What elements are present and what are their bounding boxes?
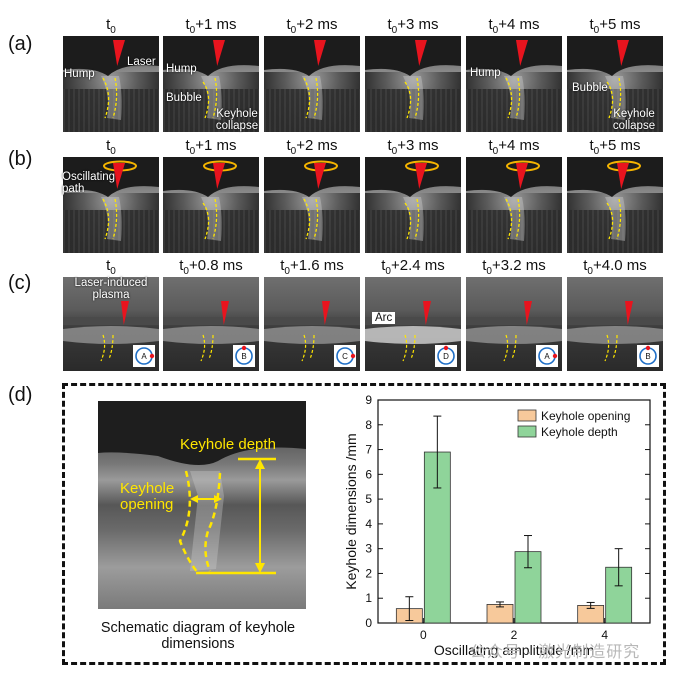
row_c-frame-3: D — [365, 277, 461, 371]
panel-label-a: (a) — [8, 33, 33, 55]
row_a-time-label-1: t0+1 ms — [185, 16, 237, 36]
svg-text:B: B — [645, 352, 650, 361]
row_c-time-label-3: t0+2.4 ms — [381, 257, 445, 277]
row_a-frame-4 — [466, 36, 562, 132]
row_b-frame-2 — [264, 157, 360, 253]
row_c-frame-4: A — [466, 277, 562, 371]
keyhole-depth-label: Keyhole depth — [180, 436, 276, 453]
laser-note: Laser — [127, 56, 156, 68]
row_b-time-label-0: t0 — [106, 137, 116, 157]
collapse-note-2: Keyhole collapse — [215, 108, 259, 132]
svg-text:A: A — [141, 352, 147, 361]
hump-note-5: Hump — [470, 67, 501, 79]
row_a-time-label-0: t0 — [106, 16, 116, 36]
svg-text:C: C — [342, 352, 348, 361]
row_a-frame-2 — [264, 36, 360, 132]
keyhole-schematic-image: Keyhole depth Keyhole opening — [98, 401, 306, 609]
row_a-frame-3 — [365, 36, 461, 132]
row_a-time-label-5: t0+5 ms — [589, 16, 641, 36]
bubble-note-2: Bubble — [166, 92, 202, 104]
row_c-frame-1: B — [163, 277, 259, 371]
arc-note: Arc — [372, 312, 396, 324]
panel-d-frame — [62, 383, 666, 665]
row_a-frame-1 — [163, 36, 259, 132]
row_b-time-label-2: t0+2 ms — [286, 137, 338, 157]
row_b-frame-0 — [63, 157, 159, 253]
watermark: 公众号 · 激光制造研究 — [470, 644, 641, 661]
row_b-frame-4 — [466, 157, 562, 253]
row_a-frame-5 — [567, 36, 663, 132]
panel-label-b: (b) — [8, 148, 33, 170]
svg-text:D: D — [443, 352, 449, 361]
row_a-time-label-3: t0+3 ms — [387, 16, 439, 36]
panel-label-c: (c) — [8, 272, 32, 294]
panel-label-d: (d) — [8, 384, 33, 406]
row_b-time-label-5: t0+5 ms — [589, 137, 641, 157]
hump-note-2: Hump — [166, 63, 197, 75]
row_b-time-label-3: t0+3 ms — [387, 137, 439, 157]
row_c-time-label-4: t0+3.2 ms — [482, 257, 546, 277]
collapse-note-6: Keyhole collapse — [612, 108, 656, 132]
oscillating-path-note: Oscillating path — [62, 171, 116, 195]
row_c-frame-2: C — [264, 277, 360, 371]
row_b-time-label-4: t0+4 ms — [488, 137, 540, 157]
row_b-time-label-1: t0+1 ms — [185, 137, 237, 157]
hump-note-1: Hump — [64, 68, 95, 80]
bubble-note-6: Bubble — [572, 82, 608, 94]
row_c-time-label-1: t0+0.8 ms — [179, 257, 243, 277]
row_a-time-label-4: t0+4 ms — [488, 16, 540, 36]
row_a-frame-0 — [63, 36, 159, 132]
svg-text:B: B — [241, 352, 246, 361]
plasma-note: Laser-induced plasma — [74, 277, 148, 301]
row_b-frame-5 — [567, 157, 663, 253]
row_c-frame-5: B — [567, 277, 663, 371]
keyhole-opening-label: Keyhole opening — [120, 480, 175, 513]
row_b-frame-3 — [365, 157, 461, 253]
row_c-time-label-0: t0 — [106, 257, 116, 277]
row_a-time-label-2: t0+2 ms — [286, 16, 338, 36]
schematic-caption: Schematic diagram of keyhole dimensions — [100, 620, 296, 652]
row_c-time-label-5: t0+4.0 ms — [583, 257, 647, 277]
row_c-frame-0: A — [63, 277, 159, 371]
row_b-frame-1 — [163, 157, 259, 253]
keyhole-schematic-annotations — [98, 401, 306, 575]
row_c-time-label-2: t0+1.6 ms — [280, 257, 344, 277]
svg-text:A: A — [544, 352, 550, 361]
